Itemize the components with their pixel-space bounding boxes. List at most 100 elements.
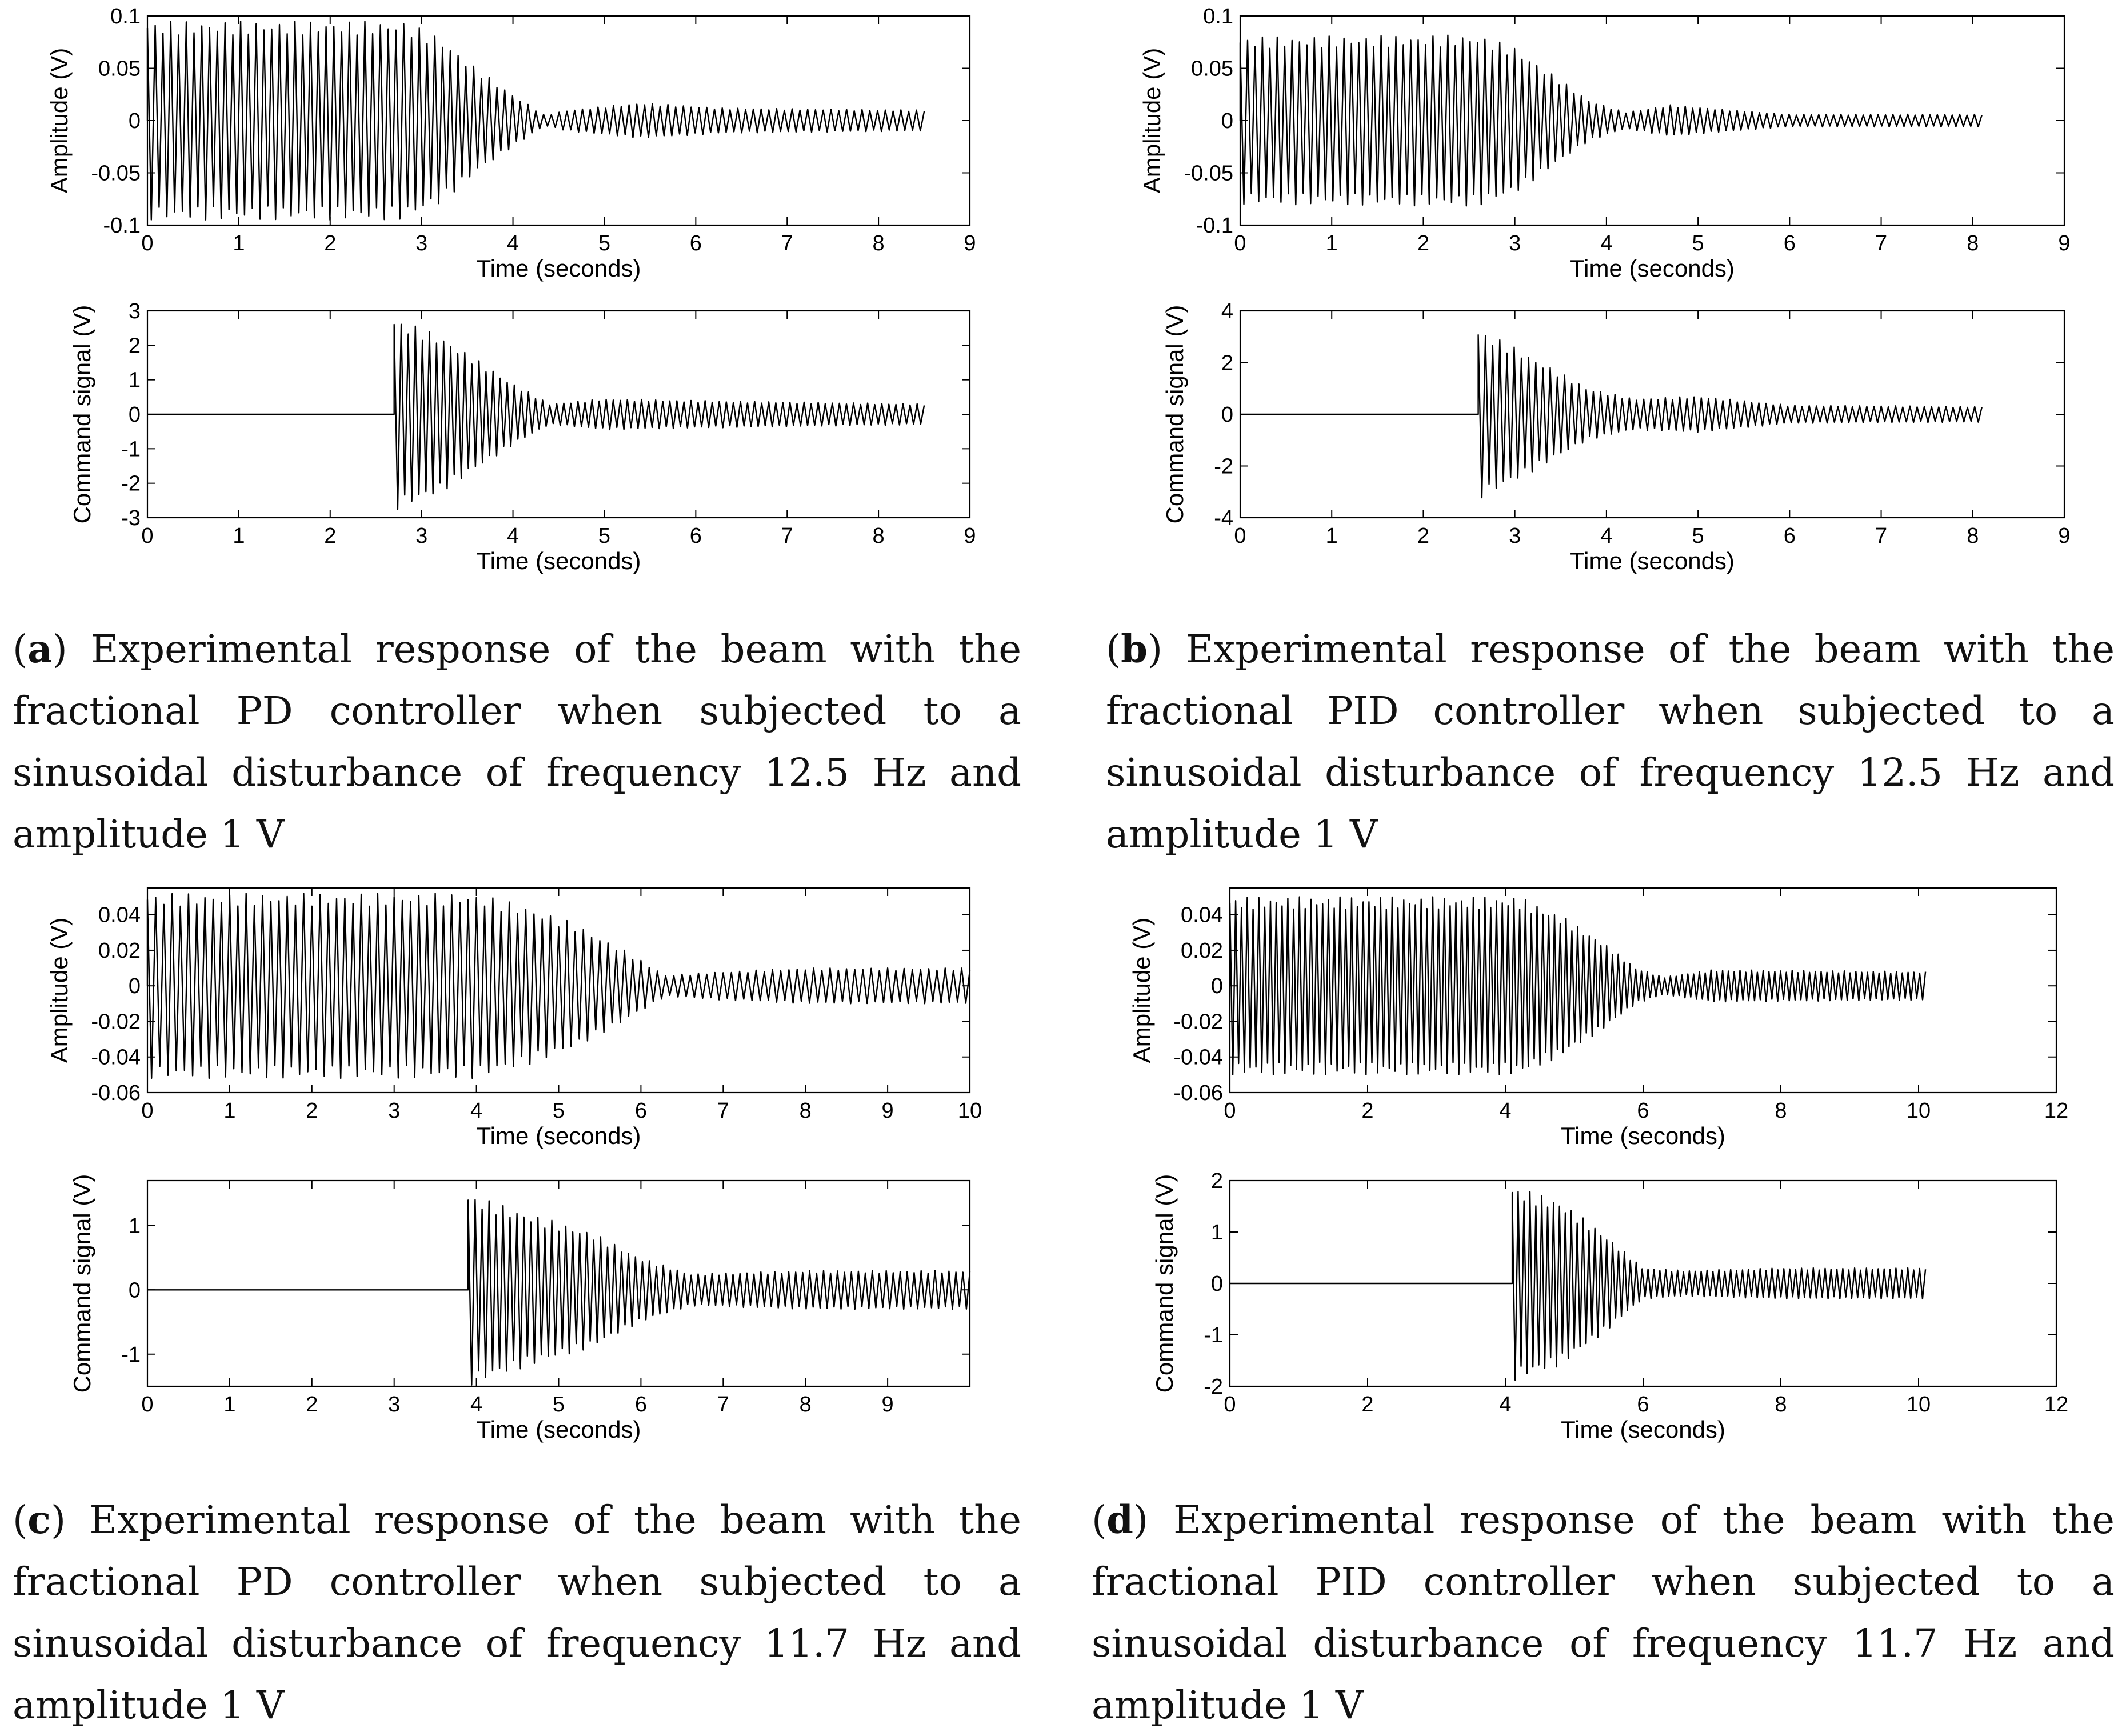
x-tick-label: 7 [1875,524,1887,548]
chart-a-amplitude: 0 1 2 3 4 5 6 7 8 9-0.1-0.0500.050.1Time (seconds… [46,5,976,282]
x-tick-label: 2 [1361,1393,1373,1417]
x-tick-label: 6 [1637,1393,1649,1417]
x-tick-label: 0 [1234,524,1246,548]
x-tick-label: 2 [1417,231,1429,255]
y-tick-label: -0.05 [1184,162,1233,186]
axes-frame [147,1181,970,1386]
x-tick-label: 6 [635,1099,647,1123]
y-tick-label: -0.02 [1173,1010,1223,1034]
y-axis-label: Amplitude (V) [1128,918,1155,1063]
y-tick-label: -0.04 [1173,1046,1223,1070]
y-tick-label: 4 [1221,299,1233,323]
y-tick-label: -2 [1204,1375,1223,1399]
caption-d: (d) Experimental response of the beam wi… [1092,1489,2115,1736]
y-axis-label: Command signal (V) [1161,305,1188,524]
y-tick-label: 0.02 [98,939,141,963]
y-axis-label: Command signal (V) [1151,1174,1178,1393]
y-tick-label: -4 [1214,506,1233,530]
x-tick-label: 1 [1326,231,1338,255]
y-tick-label: -0.06 [1173,1081,1223,1105]
x-tick-label: 2 [306,1099,318,1123]
x-axis-label: Time (seconds) [1570,547,1735,574]
x-tick-label: 4 [470,1393,482,1417]
x-tick-label: 7 [717,1099,729,1123]
x-tick-label: 5 [1692,524,1704,548]
x-axis-label: Time (seconds) [477,1122,641,1149]
y-tick-label: 0.04 [1181,903,1223,927]
x-tick-label: 0 [141,524,153,548]
y-tick-label: 0 [129,974,141,998]
y-tick-label: -0.1 [1196,214,1233,238]
y-tick-label: 1 [129,1214,141,1238]
y-tick-label: 0.1 [1203,5,1233,29]
signal-trace [147,893,970,1078]
x-tick-label: 8 [1967,524,1979,548]
y-tick-label: 0.05 [98,57,141,81]
x-tick-label: 4 [507,231,519,255]
y-tick-label: 0 [1211,974,1223,998]
chart-a-command: 0 1 2 3 4 5 6 7 8 9-3-2-10123Time (seconds)Comman… [69,299,976,574]
x-tick-label: 12 [2044,1099,2068,1123]
x-tick-label: 6 [1637,1099,1649,1123]
signal-trace [1240,35,1982,206]
caption-c-text: Experimental response of the beam with t… [13,1498,1021,1727]
caption-c-label: c [27,1497,51,1542]
x-tick-label: 8 [873,524,885,548]
caption-b-label: b [1121,626,1148,671]
y-tick-label: 2 [129,334,141,358]
y-axis-label: Command signal (V) [69,1174,95,1393]
x-tick-label: 5 [1692,231,1704,255]
x-axis-label: Time (seconds) [477,1416,641,1443]
chart-d-amplitude: 0 2 4 6 8 10 12 -0.06 -0.04 -0.02 0 0.02 0.04 Time (s… [1128,888,2068,1149]
y-tick-label: -0.04 [91,1046,141,1070]
x-tick-label: 8 [1775,1393,1787,1417]
x-tick-label: 2 [1361,1099,1373,1123]
x-tick-label: 6 [1784,524,1796,548]
x-tick-label: 5 [598,231,610,255]
caption-a: (a) Experimental response of the beam wi… [13,618,1021,865]
x-tick-label: 1 [233,231,245,255]
x-tick-label: 6 [635,1393,647,1417]
y-tick-label: -1 [121,1343,141,1367]
x-tick-label: 2 [306,1393,318,1417]
y-tick-label: 0.02 [1181,939,1223,963]
x-tick-label: 0 [141,1393,153,1417]
x-tick-label: 6 [690,231,702,255]
y-axis-label: Amplitude (V) [1138,48,1165,193]
caption-a-label: a [27,626,52,671]
y-tick-label: 0 [1221,403,1233,427]
y-tick-label: -3 [121,506,141,530]
x-tick-label: 3 [1509,524,1521,548]
x-tick-label: 10 [1907,1099,1931,1123]
x-tick-label: 10 [1907,1393,1931,1417]
y-tick-label: -2 [121,472,141,496]
x-tick-label: 8 [1775,1099,1787,1123]
x-tick-label: 9 [2058,524,2070,548]
chart-c-command: 0 1 2 3 4 5 6 7 8 9-101Time (seconds)Command sign… [69,1174,970,1443]
y-tick-label: 1 [129,369,141,393]
y-tick-label: 2 [1211,1169,1223,1193]
y-tick-label: 1 [1211,1221,1223,1245]
x-tick-label: 9 [882,1393,894,1417]
x-tick-label: 0 [141,231,153,255]
x-tick-label: 7 [781,524,793,548]
x-tick-label: 5 [598,524,610,548]
x-tick-label: 8 [800,1099,812,1123]
x-tick-label: 3 [415,231,427,255]
x-axis-label: Time (seconds) [1561,1122,1725,1149]
x-tick-label: 1 [223,1393,235,1417]
x-tick-label: 10 [958,1099,982,1123]
y-tick-label: 0.04 [98,903,141,927]
x-tick-label: 7 [717,1393,729,1417]
y-tick-label: 0 [129,1278,141,1302]
signal-trace [1240,335,1982,498]
x-tick-label: 0 [1224,1393,1236,1417]
caption-d-text: Experimental response of the beam with t… [1092,1498,2115,1727]
x-tick-label: 7 [781,231,793,255]
y-tick-label: 0.1 [110,5,141,29]
x-tick-label: 4 [1499,1099,1511,1123]
y-axis-label: Amplitude (V) [46,48,73,193]
x-tick-label: 1 [233,524,245,548]
x-tick-label: 2 [1417,524,1429,548]
